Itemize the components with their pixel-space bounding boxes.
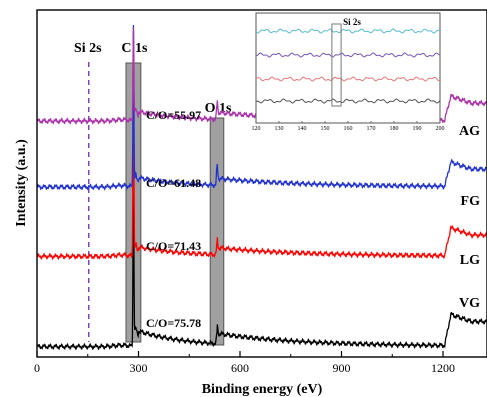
series-label-lg: LG [460,253,480,268]
inset-spectrum-3 [255,76,441,82]
ratio-label-vg: C/O=75.78 [146,316,201,330]
inset-x-tick-label: 120 [252,126,261,132]
x-axis-label: Binding energy (eV) [202,382,323,397]
x-tick-label: 600 [231,361,249,375]
inset-si-2s-box [331,23,342,107]
inset-x-tick-label: 130 [275,126,284,132]
inset-spectrum-4 [255,98,441,104]
spectrum-fg [36,25,487,191]
si-2s-label: Si 2s [74,41,102,56]
series-label-vg: VG [459,296,480,311]
x-tick-label: 0 [34,361,40,375]
inset-x-tick-label: 170 [367,126,376,132]
inset-spectrum-1 [255,28,441,34]
o-1s-band [209,117,225,346]
spectrum-lg [36,64,487,261]
inset-x-tick-label: 160 [344,126,353,132]
spectrum-vg [36,173,487,351]
c-1s-label: C 1s [121,41,148,56]
series-label-fg: FG [461,194,481,209]
plot-frame [36,9,487,358]
y-axis-label: Intensity (a.u.) [14,139,29,227]
inset-x-tick-label: 150 [321,126,330,132]
x-tick-label: 300 [130,361,148,375]
inset-x-tick-label: 200 [436,126,445,132]
inset-spectrum-2 [255,52,441,58]
plot-area: Si 2s C 1sO 1sVGC/O=75.78LGC/O=71.43FGC/O… [36,25,487,351]
inset-chart: Si 2s 120 130 140 150 160 170 180 190 200 [252,12,445,132]
inset-x-tick-label: 190 [413,126,422,132]
ratio-label-lg: C/O=71.43 [146,239,201,253]
inset-x-tick-label: 180 [390,126,399,132]
x-axis: 0 300 600 900 1200 [34,351,455,375]
x-tick-label: 1200 [431,361,455,375]
ratio-label-ag: C/O=55.97 [146,108,201,122]
x-tick-label: 900 [333,361,351,375]
series-label-ag: AG [459,124,480,139]
inset-x-tick-label: 140 [298,126,307,132]
inset-si-2s-label: Si 2s [343,17,361,27]
ratio-label-fg: C/O=61.48 [146,176,201,190]
